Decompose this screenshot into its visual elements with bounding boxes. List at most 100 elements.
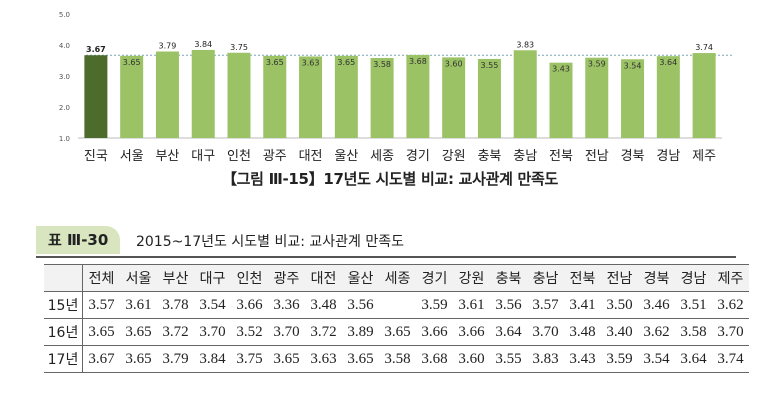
data-label: 3.64: [659, 58, 677, 67]
table-cell: 3.62: [643, 323, 670, 340]
x-tick-label: 전북: [549, 149, 573, 164]
column-header: 대전: [310, 271, 337, 287]
column-header: 충북: [495, 271, 522, 287]
table-cell: 3.78: [162, 296, 189, 313]
data-label: 3.65: [123, 58, 141, 67]
table-cell: 3.84: [199, 350, 226, 367]
table-cell: 3.64: [495, 323, 522, 340]
column-header: 전북: [569, 271, 596, 287]
column-header: 광주: [273, 271, 300, 287]
data-labels: 3.67 3.65 3.79 3.84 3.75 3.65 3.63 3.65 3.58 3.68…: [86, 40, 713, 74]
table-cell: 3.46: [643, 296, 670, 313]
table-cell: 3.65: [273, 350, 300, 367]
data-label: 3.74: [695, 43, 713, 52]
x-tick-label: 광주: [263, 149, 287, 164]
table-cell: 3.54: [643, 350, 670, 367]
column-header: 경북: [643, 271, 670, 287]
row-label: 15년: [44, 291, 83, 319]
table-cell: 3.75: [236, 350, 263, 367]
table-cell: 3.64: [680, 350, 707, 367]
table-cell: 3.74: [717, 350, 744, 367]
column-header: 전남: [606, 271, 633, 287]
data-label: 3.68: [409, 57, 427, 66]
bar: [585, 57, 609, 138]
table-cell: 3.65: [384, 323, 411, 340]
column-header: 경기: [421, 271, 448, 287]
column-header: 인천: [236, 271, 263, 287]
bar: [513, 50, 537, 138]
data-label: 3.79: [159, 42, 177, 51]
table-cell: 3.65: [125, 323, 152, 340]
table-cell: 3.57: [532, 296, 559, 313]
table-header-row: 전체 서울 부산 대구 인천 광주 대전 울산 세종 경기 강원 충북 충남 전북 전남 경북 경남 제주: [44, 264, 749, 292]
data-label: 3.55: [481, 61, 499, 70]
table-row: 17년 3.67 3.65 3.79 3.84 3.75 3.65 3.63 3.65 3.58 3…: [44, 345, 749, 373]
table-cell: 3.70: [717, 323, 744, 340]
x-tick-label: 전남: [585, 149, 609, 164]
bar: [477, 58, 501, 139]
data-label: 3.43: [552, 65, 570, 74]
table-cell: 3.66: [421, 323, 448, 340]
bar-series: [84, 49, 716, 139]
table-cell: 3.56: [495, 296, 522, 313]
column-header: 대구: [199, 271, 226, 287]
data-label: 3.84: [194, 40, 212, 49]
bar: [334, 55, 358, 138]
y-tick-label: 3.0: [59, 73, 70, 81]
table-cell: 3.58: [384, 350, 411, 367]
y-tick-label: 5.0: [59, 11, 70, 19]
table-cell: 3.79: [162, 350, 189, 367]
data-label: 3.65: [266, 58, 284, 67]
row-label: 16년: [44, 318, 83, 346]
bar: [84, 55, 108, 139]
y-tick-label: 4.0: [59, 42, 70, 50]
x-tick-label: 서울: [120, 149, 144, 164]
table-cell: 3.59: [606, 350, 633, 367]
x-tick-label: 인천: [227, 149, 251, 164]
data-label: 3.65: [337, 58, 355, 67]
data-label: 3.63: [302, 58, 320, 67]
bar: [656, 56, 680, 138]
x-tick-label: 세종: [370, 149, 394, 164]
data-label: 3.59: [588, 60, 606, 69]
y-tick-label: 2.0: [59, 104, 70, 112]
table-cell: 3.61: [458, 296, 485, 313]
data-label: 3.75: [230, 43, 248, 52]
y-tick-label: 1.0: [59, 135, 70, 143]
data-label: 3.60: [445, 59, 463, 68]
table-title: 2015~17년도 시도별 비교: 교사관계 만족도: [136, 234, 405, 250]
table-cell: 3.66: [236, 296, 263, 313]
x-tick-label: 울산: [334, 149, 358, 164]
row-label: 17년: [44, 345, 83, 373]
column-header: 서울: [125, 271, 152, 287]
bar: [406, 54, 430, 138]
table-cell: 3.61: [125, 296, 152, 313]
table-cell: 3.67: [88, 350, 115, 367]
bar: [299, 56, 323, 138]
table-cell: 3.57: [88, 296, 115, 313]
table-cell: 3.70: [273, 323, 300, 340]
data-label: 3.67: [86, 45, 106, 54]
table-cell: 3.65: [125, 350, 152, 367]
data-label: 3.54: [624, 61, 642, 70]
x-axis: 진국 서울 부산 대구 인천 광주 대전 울산 세종 경기 강원 충북 충남 전북 전남 경북 경남 제주: [84, 149, 716, 164]
x-tick-label: 대전: [299, 149, 323, 164]
table-cell: 3.70: [199, 323, 226, 340]
table-number-tag: 표 Ⅲ-30: [36, 226, 120, 254]
column-header: 전체: [88, 271, 115, 287]
column-header: 울산: [347, 271, 374, 287]
table-corner-cell: [44, 264, 83, 292]
table-cell: 3.63: [310, 350, 337, 367]
table-cell: 3.40: [606, 323, 633, 340]
table-cell: 3.59: [421, 296, 448, 313]
y-axis: 5.0 4.0 3.0 2.0 1.0: [59, 11, 732, 143]
data-label: 3.58: [373, 60, 391, 69]
table-cell: 3.51: [680, 296, 707, 313]
bar: [549, 62, 573, 138]
comparison-table: 전체 서울 부산 대구 인천 광주 대전 울산 세종 경기 강원 충북 충남 전북 전남 경북 경남 제주 15년…: [44, 264, 749, 373]
table-cell: 3.72: [162, 323, 189, 340]
table-cell: 3.48: [569, 323, 596, 340]
column-header: 세종: [384, 271, 411, 287]
table-row: 16년 3.65 3.65 3.72 3.70 3.52 3.70 3.72 3.89 3.65 3…: [44, 318, 749, 346]
bar: [191, 49, 215, 138]
